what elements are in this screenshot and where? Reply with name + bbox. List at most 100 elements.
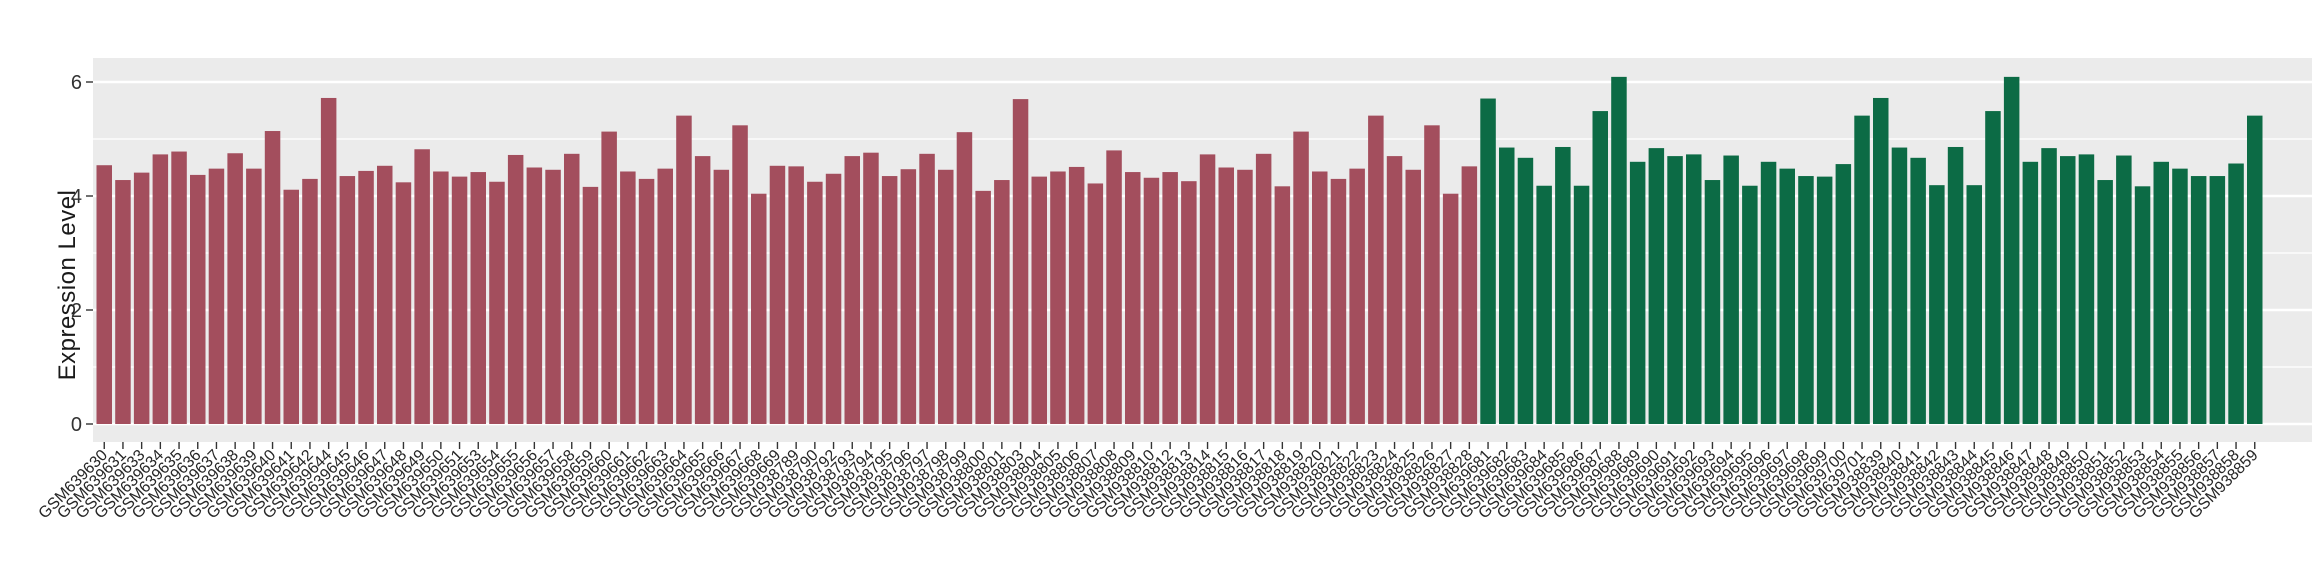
- bar-GSM639651: [451, 176, 468, 424]
- bar-GSM639699: [1816, 176, 1833, 424]
- bar-GSM938856: [2190, 176, 2207, 424]
- bar-GSM938820: [1312, 171, 1328, 424]
- bar-GSM938800: [975, 190, 991, 424]
- bar-GSM639633: [133, 172, 150, 424]
- bar-GSM639684: [1536, 185, 1552, 424]
- bar-GSM938803: [1012, 99, 1029, 424]
- bar-GSM938804: [1031, 176, 1047, 424]
- bar-GSM938844: [1966, 185, 1982, 424]
- bar-GSM938846: [2003, 76, 2020, 425]
- bar-GSM639682: [1499, 147, 1515, 425]
- bar-GSM938797: [919, 153, 935, 424]
- bar-GSM639669: [769, 165, 786, 425]
- bar-GSM639687: [1592, 111, 1608, 424]
- bar-GSM938789: [788, 166, 804, 425]
- bar-GSM938840: [1891, 147, 1908, 425]
- bar-GSM938828: [1461, 166, 1478, 425]
- bar-GSM938790: [807, 181, 823, 424]
- bar-GSM639697: [1779, 168, 1795, 424]
- bar-GSM938817: [1255, 153, 1272, 424]
- bar-GSM938839: [1873, 97, 1889, 425]
- bar-GSM639640: [264, 131, 281, 424]
- bar-GSM639635: [171, 151, 187, 425]
- bar-GSM639690: [1648, 148, 1665, 424]
- bar-GSM639681: [1480, 98, 1496, 424]
- bar-GSM639642: [302, 178, 318, 424]
- bar-GSM938848: [2041, 148, 2057, 424]
- bar-GSM639645: [339, 176, 356, 424]
- bar-GSM639698: [1798, 176, 1814, 424]
- bar-GSM938813: [1181, 181, 1197, 424]
- bar-GSM938814: [1199, 154, 1216, 424]
- bar-GSM639639: [246, 168, 262, 424]
- bar-GSM938857: [2209, 176, 2226, 424]
- bar-GSM639644: [320, 97, 337, 425]
- bar-GSM639683: [1517, 157, 1534, 424]
- bar-GSM639634: [152, 154, 169, 424]
- bar-GSM938807: [1087, 183, 1104, 424]
- bar-GSM639696: [1760, 161, 1777, 425]
- bar-GSM639641: [283, 189, 299, 424]
- bar-GSM639631: [115, 180, 131, 424]
- bar-GSM938808: [1106, 150, 1122, 424]
- bar-GSM938845: [1985, 111, 2001, 424]
- bar-GSM938854: [2153, 161, 2169, 425]
- y-tick-label: 6: [71, 72, 82, 94]
- bar-GSM639657: [545, 169, 561, 424]
- bar-GSM639658: [564, 153, 580, 424]
- bar-GSM639695: [1742, 185, 1758, 424]
- bar-GSM639630: [96, 165, 112, 424]
- bar-GSM938812: [1162, 172, 1178, 424]
- bar-GSM639636: [190, 174, 206, 424]
- bar-GSM639660: [601, 131, 617, 424]
- bar-GSM639667: [732, 125, 748, 424]
- bar-GSM639664: [676, 115, 692, 424]
- bar-GSM938798: [938, 169, 954, 424]
- bar-GSM938824: [1386, 156, 1403, 424]
- bar-GSM639647: [377, 165, 393, 425]
- bar-GSM938809: [1125, 172, 1141, 424]
- y-tick-label: 2: [71, 300, 82, 322]
- y-tick-label: 4: [71, 186, 82, 208]
- bar-GSM639689: [1629, 161, 1646, 425]
- bar-GSM938795: [881, 176, 898, 424]
- bar-GSM938849: [2060, 156, 2076, 424]
- bar-GSM938822: [1349, 168, 1365, 424]
- bar-GSM639692: [1686, 154, 1702, 424]
- bar-GSM639691: [1667, 156, 1683, 424]
- bar-GSM639638: [227, 153, 243, 424]
- bar-GSM938819: [1293, 131, 1309, 424]
- bar-GSM938826: [1424, 125, 1440, 424]
- bar-GSM639662: [638, 178, 655, 424]
- bar-GSM639685: [1555, 146, 1571, 425]
- bar-GSM938810: [1143, 177, 1160, 424]
- bar-GSM639665: [694, 156, 711, 424]
- bar-GSM938823: [1368, 115, 1384, 424]
- bar-GSM938805: [1050, 171, 1066, 424]
- bar-GSM639648: [395, 182, 412, 424]
- bar-GSM639650: [433, 171, 449, 424]
- bar-GSM639701: [1854, 115, 1870, 424]
- bar-GSM938792: [825, 173, 842, 424]
- bar-GSM938850: [2078, 154, 2095, 424]
- bar-GSM639655: [507, 154, 524, 424]
- bar-GSM938855: [2172, 168, 2188, 424]
- bar-GSM938796: [900, 169, 917, 424]
- bar-GSM938825: [1405, 169, 1421, 424]
- bar-GSM639659: [582, 186, 599, 424]
- bar-GSM639653: [470, 172, 486, 424]
- bar-GSM938799: [956, 132, 973, 424]
- bar-GSM639688: [1611, 76, 1627, 425]
- bar-GSM639656: [526, 167, 543, 424]
- bar-GSM938843: [1947, 146, 1964, 425]
- bar-GSM938815: [1218, 167, 1234, 424]
- bar-GSM938853: [2134, 186, 2151, 424]
- bar-GSM938842: [1929, 185, 1945, 424]
- bar-GSM938801: [994, 180, 1010, 424]
- bar-GSM639666: [713, 169, 730, 424]
- bar-GSM938806: [1068, 166, 1085, 424]
- bar-GSM938858: [2228, 163, 2244, 424]
- bar-GSM938816: [1237, 169, 1253, 424]
